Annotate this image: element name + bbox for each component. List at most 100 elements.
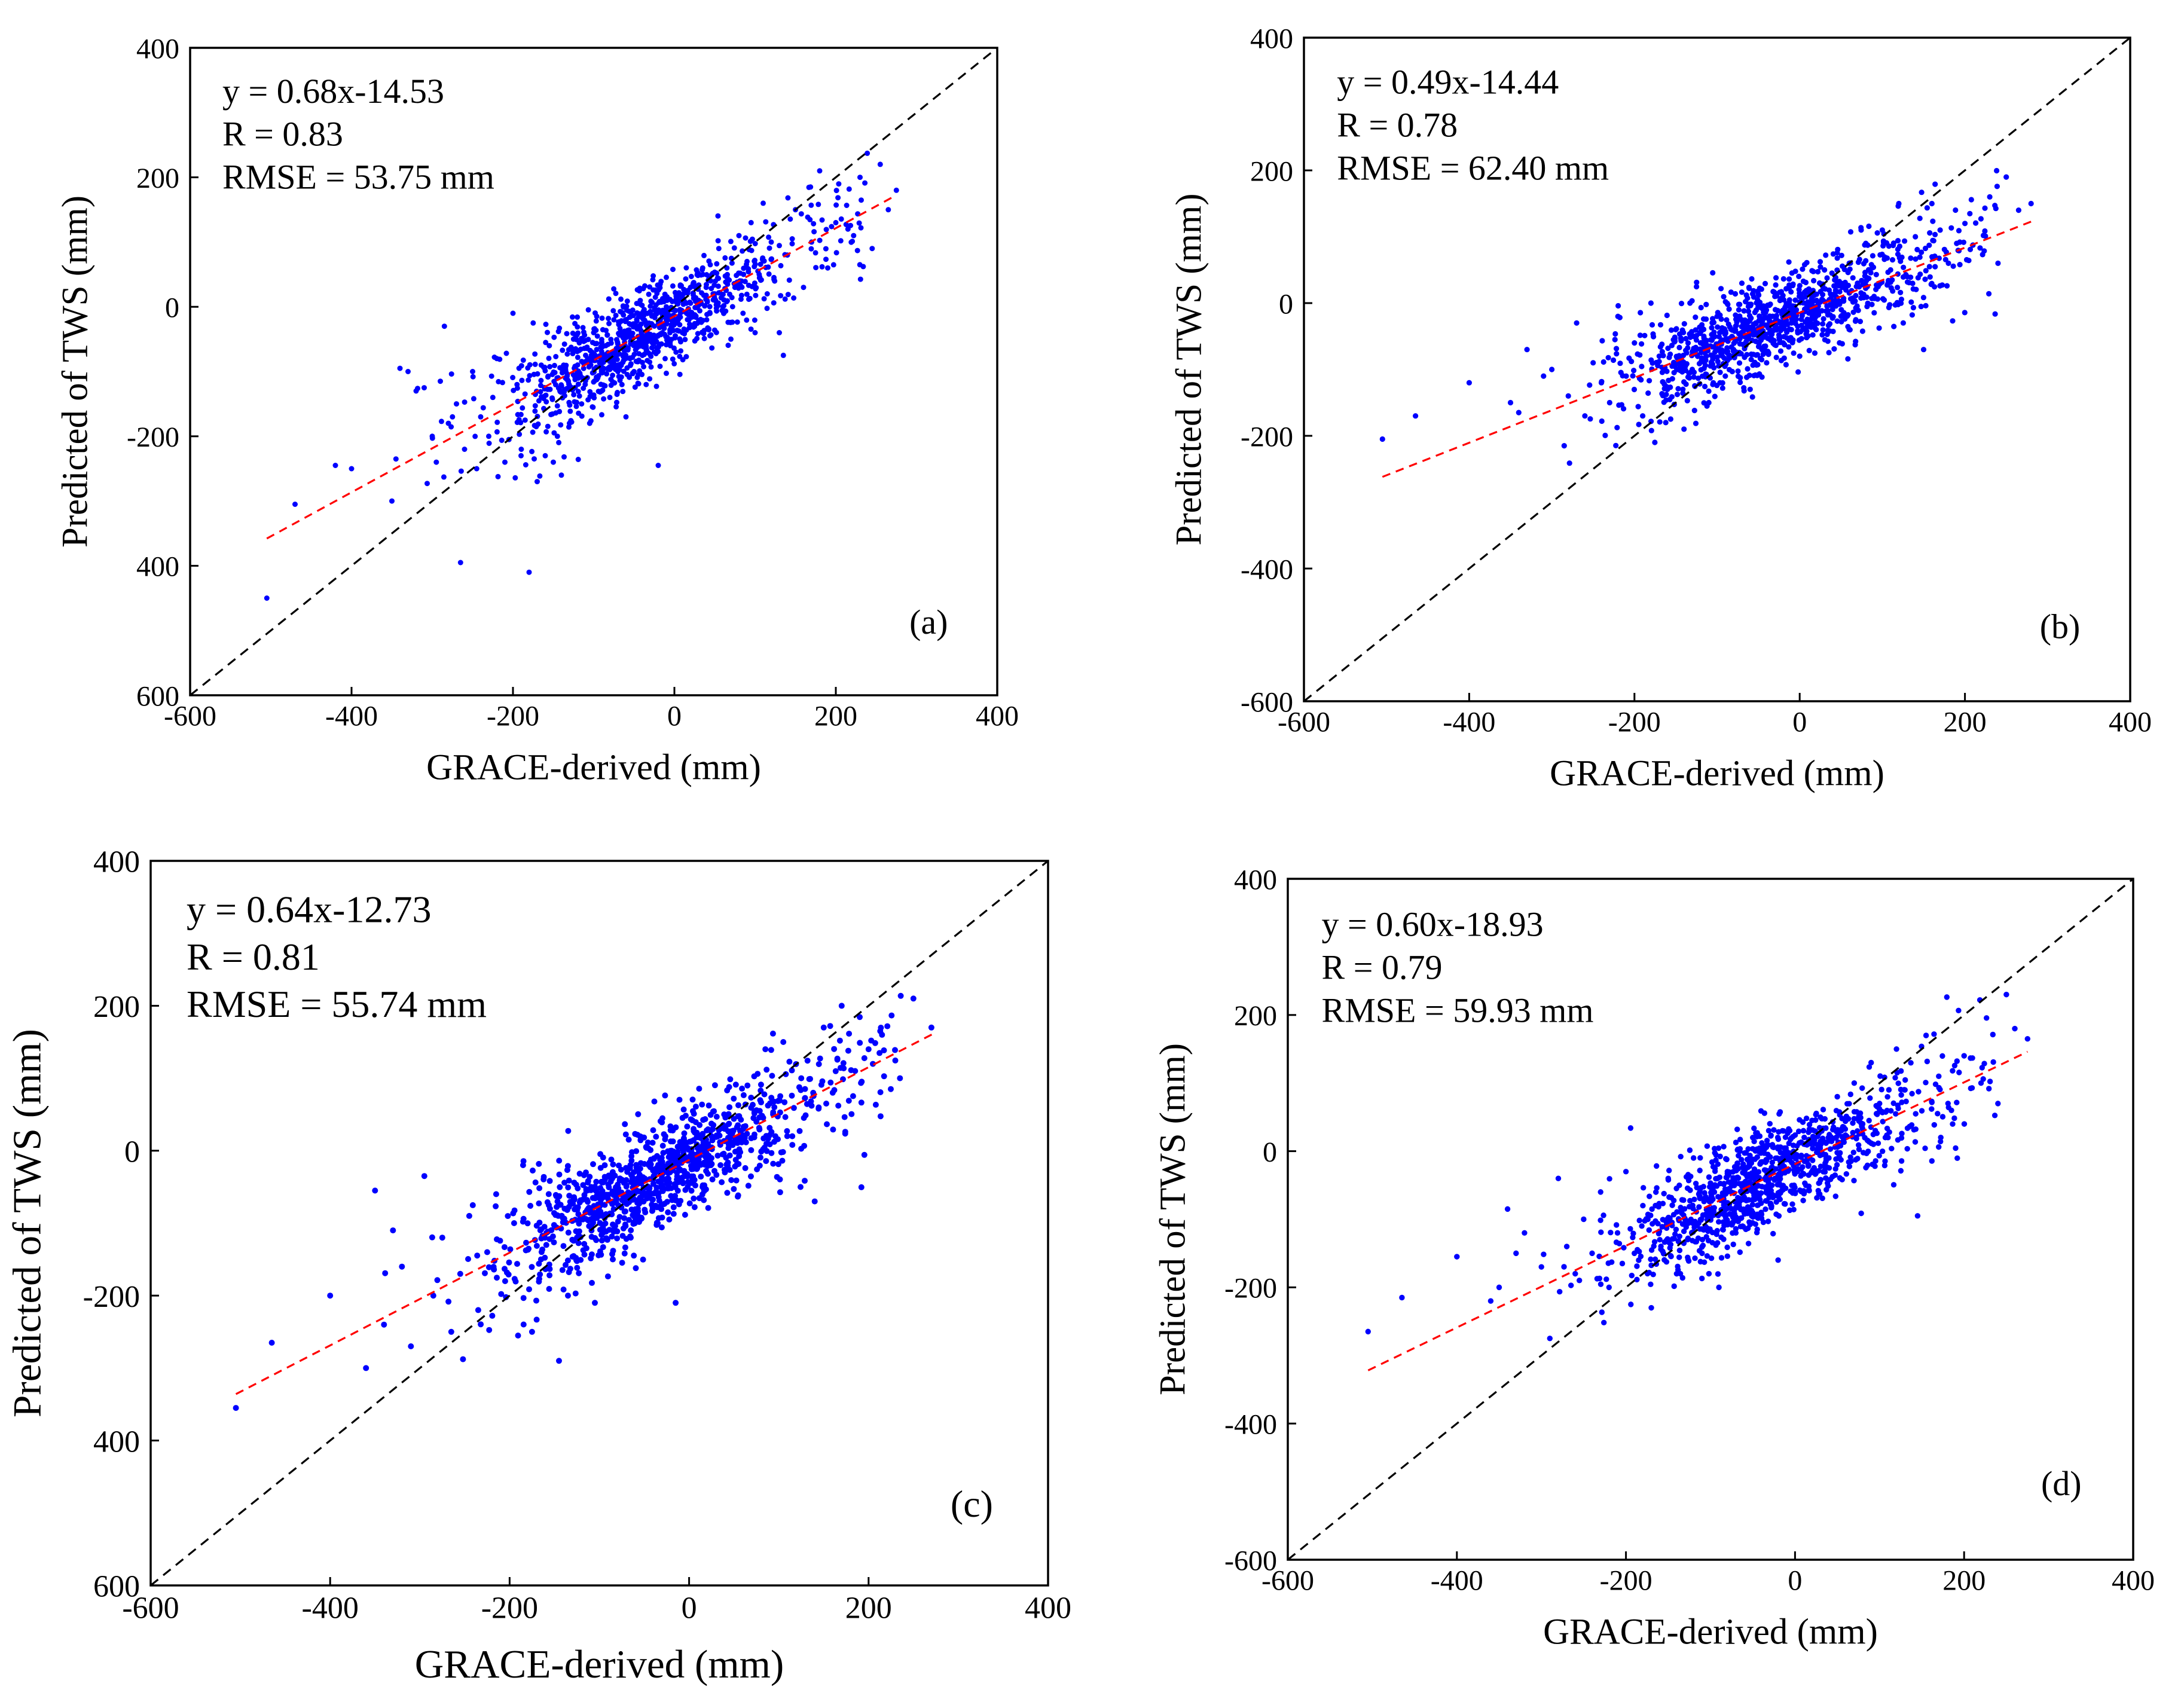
data-point — [665, 1185, 671, 1191]
data-point — [1693, 346, 1699, 352]
data-point — [572, 374, 578, 380]
data-point — [430, 436, 435, 441]
data-point — [615, 392, 620, 397]
data-point — [708, 1161, 714, 1167]
data-point — [1730, 1242, 1736, 1247]
data-point — [1572, 1271, 1578, 1276]
data-point — [1913, 1111, 1918, 1116]
data-point — [610, 308, 616, 313]
data-point — [702, 1116, 708, 1122]
y-tick-label: -600 — [1241, 686, 1293, 718]
data-point — [1669, 1195, 1674, 1200]
data-point — [656, 1215, 662, 1221]
data-point — [622, 1223, 628, 1229]
data-point — [523, 462, 529, 468]
data-point — [1936, 1074, 1941, 1079]
data-point — [1699, 1244, 1705, 1249]
data-point — [1658, 344, 1663, 350]
data-point — [848, 1111, 854, 1117]
data-point — [768, 256, 774, 262]
data-point — [1733, 316, 1739, 322]
data-point — [1667, 352, 1673, 357]
x-tick-label: 400 — [976, 700, 1019, 732]
data-point — [772, 279, 777, 284]
data-point — [590, 340, 595, 345]
data-point — [1967, 211, 1972, 216]
data-point — [1820, 1107, 1826, 1112]
data-point — [1841, 313, 1847, 318]
data-point — [762, 296, 767, 301]
data-point — [548, 387, 553, 392]
data-point — [1698, 1259, 1703, 1264]
data-point — [824, 227, 829, 232]
data-point — [678, 282, 683, 288]
data-point — [1718, 1181, 1723, 1186]
data-point — [1711, 320, 1716, 325]
data-point — [1616, 402, 1621, 408]
data-point — [399, 1264, 405, 1270]
data-point — [1895, 238, 1901, 243]
data-point — [1680, 1221, 1685, 1227]
data-point — [637, 1166, 643, 1172]
data-point — [1995, 261, 2000, 266]
data-point — [1763, 1159, 1768, 1165]
data-point — [1908, 300, 1914, 305]
data-point — [493, 1191, 499, 1197]
data-point — [658, 363, 663, 369]
data-point — [744, 1083, 750, 1089]
y-tick-label: -200 — [1241, 421, 1293, 453]
data-point — [694, 267, 699, 273]
data-point — [664, 371, 669, 376]
data-point — [533, 362, 538, 367]
data-point — [1675, 386, 1681, 392]
data-point — [582, 332, 587, 338]
data-point — [668, 1128, 674, 1133]
data-point — [1649, 1247, 1654, 1252]
data-point — [1654, 1163, 1659, 1169]
data-point — [659, 1224, 665, 1230]
data-point — [2012, 1026, 2017, 1031]
data-point — [606, 321, 612, 326]
data-point — [1765, 349, 1770, 354]
data-point — [556, 1358, 562, 1364]
data-point — [1936, 1144, 1941, 1150]
data-point — [1932, 232, 1938, 237]
data-point — [650, 1197, 656, 1203]
data-point — [670, 267, 676, 272]
y-tick-label: 600 — [93, 1570, 140, 1604]
data-point — [1992, 1113, 1997, 1118]
data-point — [701, 1188, 707, 1194]
data-point — [709, 346, 714, 351]
data-point — [532, 423, 537, 428]
data-point — [1833, 1193, 1838, 1199]
data-point — [599, 412, 604, 417]
data-point — [1724, 1217, 1730, 1223]
data-point — [665, 1209, 671, 1215]
data-point — [729, 1139, 735, 1145]
data-point — [614, 1235, 620, 1241]
data-point — [1715, 1271, 1721, 1276]
data-point — [1759, 1140, 1764, 1145]
data-point — [766, 234, 771, 240]
data-point — [1702, 365, 1707, 371]
data-point — [714, 270, 719, 276]
data-point — [576, 457, 581, 462]
data-point — [1874, 272, 1879, 277]
x-tick-label: -200 — [1600, 1565, 1652, 1596]
data-point — [668, 1138, 674, 1144]
data-point — [1717, 1154, 1722, 1159]
data-point — [553, 382, 558, 387]
data-point — [781, 353, 786, 358]
data-point — [1714, 383, 1719, 388]
data-point — [1773, 282, 1778, 288]
data-point — [1828, 1146, 1833, 1151]
data-point — [1751, 322, 1757, 327]
data-point — [1801, 1188, 1806, 1193]
data-point — [624, 414, 629, 420]
data-point — [577, 393, 582, 399]
data-point — [573, 1291, 579, 1297]
data-point — [821, 1025, 827, 1031]
data-point — [894, 188, 899, 193]
data-point — [1880, 1119, 1885, 1124]
data-point — [570, 349, 576, 354]
